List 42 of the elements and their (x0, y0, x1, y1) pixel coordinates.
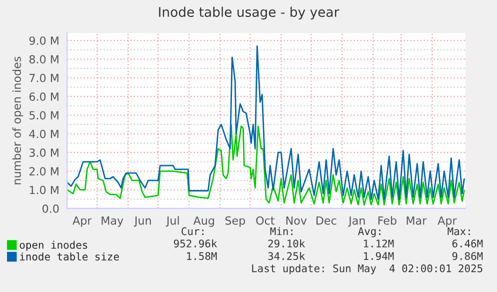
x-tick-label: Nov (286, 216, 307, 225)
x-tick-label: Oct (256, 216, 274, 225)
x-tick-label: Apr (438, 216, 457, 227)
legend-label: open inodes (20, 240, 88, 251)
x-tick-label: Jun (134, 216, 151, 227)
line-series (67, 124, 465, 206)
y-tick-label: 6.0 M (29, 92, 58, 101)
y-tick-label: 9.0 M (29, 36, 58, 45)
line-series (67, 45, 465, 200)
text: Avg: (358, 227, 380, 238)
y-tick-label: 5.0 M (30, 111, 58, 120)
text: Min: (270, 227, 292, 236)
text: 9.86M (452, 252, 483, 260)
x-tick-label: Jul (166, 216, 179, 227)
x-tick-label: Sep (225, 216, 245, 227)
x-tick-label: May (102, 216, 124, 227)
y-tick-label: 8.0 M (29, 55, 58, 64)
text: 34.25k (268, 252, 305, 260)
y-tick-label: 7.0 M (30, 74, 58, 82)
x-tick-label: Feb (378, 216, 396, 225)
text: Cur: (182, 227, 204, 236)
text: 1.94M (364, 252, 394, 260)
text: 29.10k (268, 239, 305, 248)
y-tick-label: 0.0 (42, 204, 59, 213)
x-tick-label: Aug (193, 216, 214, 227)
text: 952.96k (174, 239, 218, 248)
x-tick-label: Jan (348, 216, 365, 227)
y-tick-label: 1.0 M (30, 186, 58, 194)
y-axis-title: number of open inodes (12, 56, 24, 184)
text: 1.12M (364, 240, 394, 248)
text: 6.46M (452, 240, 483, 248)
chart-title: Inode table usage - by year (159, 6, 340, 20)
legend-label: inode table size (20, 252, 119, 261)
x-tick-label: Dec (316, 216, 336, 225)
y-tick-label: 3.0 M (30, 148, 58, 157)
x-tick-label: Apr (72, 216, 92, 227)
text: Max: (448, 227, 470, 236)
text: Last update: Sun May 4 02:00:01 2025 (252, 264, 482, 274)
text: 1.58M (187, 252, 217, 260)
x-tick-label: Mar (406, 216, 427, 225)
y-tick-label: 4.0 M (29, 130, 58, 138)
y-tick-label: 2.0 M (29, 167, 58, 176)
